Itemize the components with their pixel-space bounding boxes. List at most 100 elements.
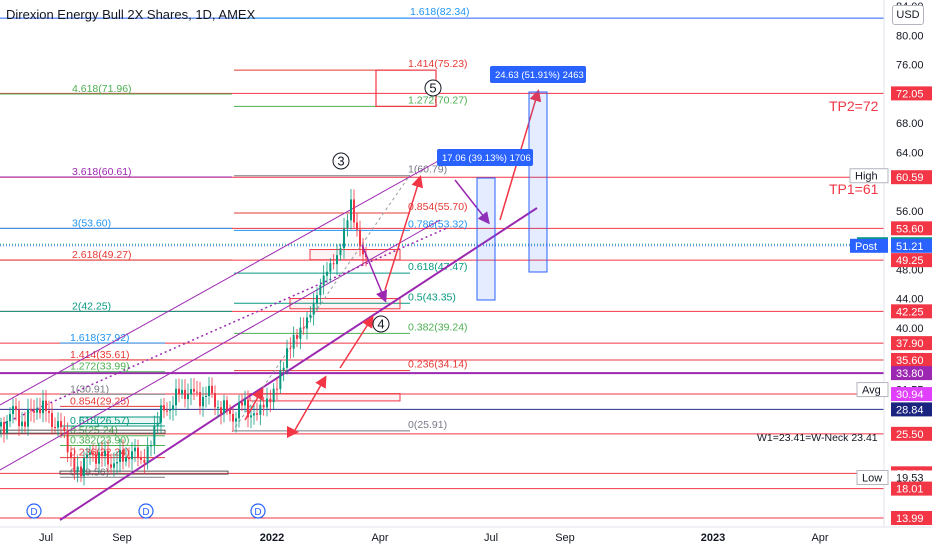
candle-body (329, 263, 332, 272)
dividend-marker (138, 503, 154, 519)
price-label-bg (891, 402, 932, 417)
fib-left-label: 0(19.56) (70, 466, 109, 478)
fib-diagonal-dashed (231, 174, 411, 433)
currency-button[interactable]: USD (892, 5, 924, 25)
candle-body (63, 427, 66, 432)
candle-body (125, 457, 127, 462)
price-tag-text: High (855, 171, 878, 183)
candle-body (269, 398, 272, 403)
candle-body (214, 393, 216, 408)
wave-5-label: 5 (429, 81, 436, 96)
price-tag-text: Low (862, 472, 882, 484)
price-label-bg (891, 366, 932, 381)
candle-body (202, 396, 204, 407)
time-tick-label: Apr (811, 532, 828, 544)
price-tag-text: Post (855, 241, 877, 253)
candle-body (30, 409, 32, 411)
candle-body (241, 402, 243, 406)
candle-body (196, 391, 198, 393)
candle-body (238, 402, 240, 419)
candle-body (3, 422, 5, 433)
candle-body (9, 413, 11, 422)
fibonacci-layer: 4.618(71.96) 3.618(60.61) 3(53.60) 2.618(49… (0, 6, 470, 478)
fib-left-label: 1.272(33.99) (70, 361, 130, 373)
fib-left-label: 2(42.25) (72, 300, 111, 312)
price-tick-label: 80.00 (896, 30, 924, 42)
price-tick-label: 56.00 (896, 206, 924, 218)
price-label-text: 28.84 (896, 404, 924, 416)
candle-body (346, 220, 349, 229)
candle-body (134, 447, 136, 452)
candle-body (350, 199, 352, 221)
price-label-text: 60.59 (896, 172, 924, 184)
candle-body (15, 406, 17, 410)
candle-body (54, 426, 56, 428)
candle-body (229, 409, 231, 414)
candle-body (289, 348, 292, 350)
candle-body (336, 255, 338, 265)
wave-arrow-down (454, 179, 490, 225)
dividend-label: D (30, 507, 37, 518)
dividend-marker (26, 503, 42, 519)
candle-body (184, 389, 186, 400)
price-label-bg (891, 387, 932, 402)
candle-body (116, 462, 118, 464)
price-tag-text: Avg (862, 385, 881, 397)
fib-right-label: 0.382(39.24) (408, 321, 468, 333)
candle-body (36, 408, 38, 413)
candle-body (276, 388, 278, 390)
measure1-badge (437, 149, 533, 166)
measure-box (476, 177, 496, 301)
wave-arrow (339, 315, 374, 369)
price-label-bg (891, 304, 932, 319)
candle-body (33, 410, 35, 413)
fib-left-label: 0.382(23.90) (70, 435, 130, 447)
candle-body (292, 334, 295, 349)
candle-body (89, 452, 91, 455)
channel-lower (59, 207, 538, 521)
trend-channel-layer (0, 159, 538, 521)
candle-body (296, 334, 298, 339)
price-label-text: 35.60 (896, 355, 924, 367)
price-label-text: 42.25 (896, 306, 924, 318)
measure-box (528, 91, 548, 273)
candle-body (223, 400, 225, 414)
measure1-text: 17.06 (39.13%) 1706 (442, 153, 531, 164)
price-label-bg (891, 238, 932, 253)
candle-body (181, 389, 183, 395)
fib-right-label: 1.618(82.34) (410, 6, 470, 18)
annotations-layer: 17.06 (39.13%) 1706 24.63 (51.91%) 2463 3 4… (26, 66, 879, 519)
candle-body (128, 457, 130, 460)
price-label-bg (891, 470, 932, 485)
candle-body (163, 405, 165, 411)
candle-body (73, 457, 76, 472)
candle-body (131, 451, 133, 460)
candle-body (217, 407, 219, 409)
wave-4 (372, 315, 390, 333)
fib-left-label: 0.5(25.24) (70, 425, 118, 437)
candle-body (175, 388, 177, 406)
price-label-bg (891, 481, 932, 496)
candle-body (150, 445, 152, 447)
candle-body (80, 466, 82, 477)
candle-body (172, 405, 174, 410)
fib-right-label: 0(25.91) (408, 419, 447, 431)
candle-body (169, 409, 171, 411)
candle-body (362, 246, 364, 255)
candle-body (319, 285, 322, 296)
candle-body (286, 348, 288, 368)
price-label-text: 18.01 (896, 484, 924, 496)
candle-body (95, 454, 97, 464)
wave-arrow (294, 375, 327, 431)
price-tag-bg (856, 382, 889, 398)
candle-body (122, 449, 124, 462)
candle-body (343, 228, 345, 249)
candle-body (205, 395, 207, 397)
candle-body (153, 425, 156, 446)
price-tag-bg (850, 238, 888, 253)
channel-upper (0, 219, 441, 471)
candle-body (306, 317, 308, 329)
wave-3-label: 3 (337, 154, 344, 169)
